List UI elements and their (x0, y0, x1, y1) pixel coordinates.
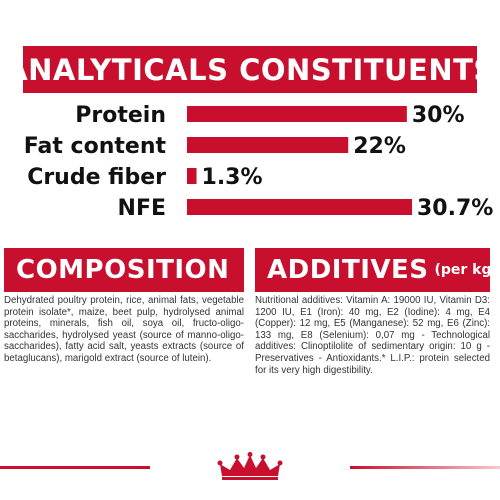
value-label: 22% (353, 134, 406, 159)
category-label: Protein (75, 103, 166, 128)
additives-header: ADDITIVES (per kg) (255, 248, 498, 292)
crown-logo (217, 452, 283, 480)
footer-line-right (350, 466, 500, 469)
value-label: 1.3% (202, 165, 263, 190)
additives-title: ADDITIVES (267, 255, 429, 285)
additives-subtitle: (per kg) (434, 262, 498, 278)
category-label: NFE (118, 196, 166, 221)
additives-panel: ADDITIVES (per kg) Nutritional additives… (255, 248, 498, 376)
composition-header: COMPOSITION (4, 248, 244, 292)
composition-panel: COMPOSITION Dehydrated poultry protein, … (4, 248, 244, 365)
category-label: Crude fiber (27, 165, 166, 190)
bar (187, 199, 412, 215)
composition-text: Dehydrated poultry protein, rice, animal… (4, 295, 244, 364)
additives-text: Nutritional additives: Vitamin A: 19000 … (255, 295, 490, 376)
analyticals-title: ANALYTICALS CONSTITUENTS (5, 52, 495, 87)
analyticals-banner: ANALYTICALS CONSTITUENTS (5, 46, 494, 93)
bar (187, 168, 197, 184)
bar (187, 106, 407, 122)
composition-title: COMPOSITION (16, 255, 230, 285)
category-label: Fat content (24, 134, 167, 159)
footer-line-left (0, 466, 150, 469)
constituents-chart: Protein 30% Fat content 22% Crude fiber 1.3% N… (24, 103, 494, 221)
bar (187, 137, 349, 153)
value-label: 30.7% (417, 196, 493, 221)
crown-icon (220, 455, 280, 476)
value-label: 30% (412, 103, 465, 128)
